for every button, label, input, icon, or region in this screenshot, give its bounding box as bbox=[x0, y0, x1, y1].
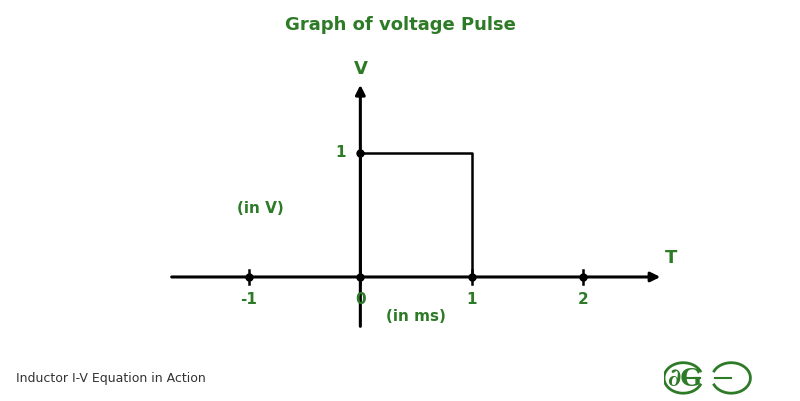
Text: (in ms): (in ms) bbox=[386, 309, 446, 324]
Text: Inductor I-V Equation in Action: Inductor I-V Equation in Action bbox=[16, 372, 206, 385]
Text: Graph of voltage Pulse: Graph of voltage Pulse bbox=[285, 16, 515, 34]
Text: V: V bbox=[354, 61, 367, 78]
Text: -1: -1 bbox=[241, 292, 258, 307]
Text: 1: 1 bbox=[466, 292, 477, 307]
Text: 0: 0 bbox=[355, 292, 366, 307]
Text: 1: 1 bbox=[335, 145, 346, 160]
Text: T: T bbox=[666, 249, 678, 267]
Text: (in V): (in V) bbox=[237, 201, 283, 216]
Text: 2: 2 bbox=[578, 292, 588, 307]
Text: ∂G: ∂G bbox=[666, 367, 702, 391]
